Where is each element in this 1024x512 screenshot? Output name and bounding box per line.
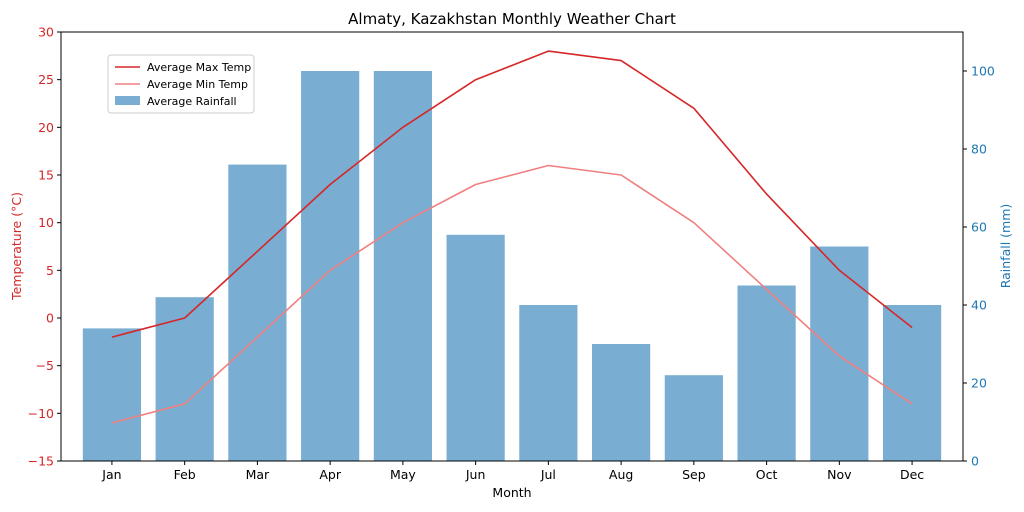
legend-box <box>107 54 255 114</box>
left-tick-label: −10 <box>28 406 54 421</box>
right-tick-label: 20 <box>971 376 987 391</box>
rainfall-bar-dec <box>882 305 942 461</box>
plot-frame <box>60 31 964 462</box>
lines-layer <box>111 50 913 424</box>
max-temp-line <box>111 50 913 338</box>
x-tick-label-apr: Apr <box>319 467 341 482</box>
x-tick-label-jul: Jul <box>540 467 556 482</box>
min-temp-line <box>111 164 913 424</box>
right-tick-label: 60 <box>971 220 987 235</box>
x-tick-label-sep: Sep <box>682 467 706 482</box>
x-axis-title: Month <box>492 485 531 500</box>
rainfall-bar-jun <box>446 234 505 461</box>
rainfall-bar-oct <box>737 285 796 461</box>
x-tick-label-oct: Oct <box>756 467 778 482</box>
left-tick-label: −15 <box>28 454 54 469</box>
x-tick-label-nov: Nov <box>827 467 852 482</box>
right-tick-label: 80 <box>971 142 987 157</box>
x-tick-label-jun: Jun <box>465 467 486 482</box>
left-tick-label: 10 <box>38 215 54 230</box>
right-tick-label: 40 <box>971 298 987 313</box>
x-tick-label-jan: Jan <box>101 467 121 482</box>
left-tick-label: 20 <box>38 120 54 135</box>
rainfall-bar-jul <box>519 305 578 461</box>
legend: Average Max Temp Average Min Temp Averag… <box>107 54 255 114</box>
x-tick-label-mar: Mar <box>246 467 270 482</box>
right-axis-title: Rainfall (mm) <box>998 204 1013 289</box>
legend-label-rainfall: Average Rainfall <box>147 95 237 108</box>
x-tick-label-dec: Dec <box>900 467 924 482</box>
legend-label-max-temp: Average Max Temp <box>147 61 251 74</box>
left-axis: 30 25 20 15 10 5 0 −5 −10 −15 <box>28 25 61 469</box>
legend-label-min-temp: Average Min Temp <box>147 78 248 91</box>
rainfall-bar-feb <box>155 297 214 461</box>
left-tick-label: 15 <box>38 168 54 183</box>
left-tick-label: 5 <box>46 263 54 278</box>
rainfall-bar-sep <box>664 375 723 461</box>
right-tick-label: 0 <box>971 454 979 469</box>
right-tick-label: 100 <box>971 64 995 79</box>
rainfall-bar-jan <box>82 328 142 461</box>
rainfall-bar-mar <box>228 164 287 461</box>
x-tick-label-may: May <box>390 467 416 482</box>
left-tick-label: 30 <box>38 25 54 40</box>
rainfall-bar-apr <box>301 71 360 461</box>
x-axis: Jan Feb Mar Apr May Jun Jul Aug Sep Oct Nov Dec <box>101 461 924 482</box>
rainfall-bar-nov <box>810 246 869 461</box>
x-tick-label-feb: Feb <box>174 467 196 482</box>
left-tick-label: −5 <box>36 358 54 373</box>
rainfall-bar-aug <box>592 344 651 461</box>
left-tick-label: 0 <box>46 311 54 326</box>
right-axis: 100 80 60 40 20 0 <box>963 64 995 469</box>
legend-swatch-rainfall <box>115 96 140 105</box>
rainfall-bar-may <box>373 71 432 461</box>
chart-title: Almaty, Kazakhstan Monthly Weather Chart <box>348 10 676 28</box>
left-axis-title: Temperature (°C) <box>9 192 24 301</box>
left-tick-label: 25 <box>38 72 54 87</box>
bars-layer <box>82 71 942 461</box>
x-tick-label-aug: Aug <box>609 467 633 482</box>
